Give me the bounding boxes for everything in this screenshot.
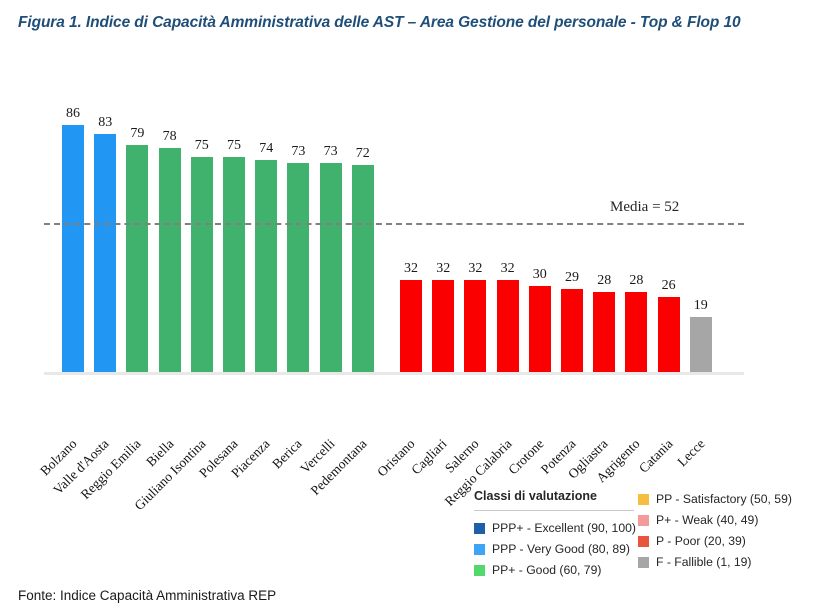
mean-reference-label: Media = 52	[610, 198, 680, 215]
legend-item-label: P - Poor (20, 39)	[656, 534, 746, 548]
bar-rect	[190, 156, 213, 372]
bar-potenza[interactable]: 29	[561, 270, 583, 372]
chart-plot-area: 86 83 79 78 75 75 74 73 73 72 32 32 32 32 30 29 28 28 26 19…	[0, 60, 822, 513]
bar-value-label: 79	[130, 126, 145, 142]
bar-giuliano-isontina[interactable]: 75	[190, 138, 213, 372]
bar-bolzano[interactable]: 86	[62, 106, 84, 372]
bar-value-label: 74	[259, 140, 274, 156]
bar-value-label: 73	[291, 143, 306, 159]
bar-rect	[287, 162, 310, 372]
legend-item-label: F - Fallible (1, 19)	[656, 555, 752, 569]
bar-value-label: 73	[323, 143, 338, 159]
bar-oristano[interactable]: 32	[400, 261, 422, 372]
bar-value-label: 75	[227, 137, 241, 153]
bar-value-label: 19	[693, 298, 708, 314]
bar-rect	[464, 280, 487, 372]
bar-polesana[interactable]: 75	[223, 138, 245, 372]
bar-value-label: 83	[98, 114, 113, 130]
legend-swatch-icon	[638, 535, 649, 547]
bar-rect	[432, 280, 455, 372]
bar-value-label: 28	[629, 272, 644, 288]
bar-value-label: 32	[404, 261, 418, 277]
bar-value-label: 28	[597, 272, 612, 288]
bar-ogliastra[interactable]: 28	[593, 273, 616, 372]
bar-agrigento[interactable]: 28	[625, 273, 648, 372]
legend-title: Classi di valutazione	[474, 489, 597, 503]
bar-rect	[255, 159, 278, 372]
bar-value-label: 86	[66, 106, 80, 122]
source-note: Fonte: Indice Capacità Amministrativa RE…	[18, 588, 277, 603]
legend-item-label: PP+ - Good (60, 79)	[492, 563, 602, 577]
bar-value-label: 32	[468, 261, 483, 277]
bar-biella[interactable]: 78	[158, 129, 181, 372]
legend-item-label: PPP+ - Excellent (90, 100)	[492, 521, 636, 535]
bar-rect	[593, 291, 616, 372]
bar-rect	[400, 280, 422, 372]
legend-item[interactable]: PP - Satisfactory (50, 59)	[638, 489, 792, 509]
legend-item-label: PPP - Very Good (80, 89)	[492, 542, 630, 556]
bar-berica[interactable]: 73	[287, 144, 310, 372]
legend-column-left: PPP+ - Excellent (90, 100) PPP - Very Goo…	[474, 518, 636, 581]
legend-item[interactable]: PPP+ - Excellent (90, 100)	[474, 518, 636, 538]
bar-rect	[223, 156, 245, 372]
legend-swatch-icon	[474, 522, 485, 534]
bar-series-layer: 86 83 79 78 75 75 74 73 73 72 32 32 32 32 30 29 28 28 26 19	[0, 60, 822, 375]
legend-item[interactable]: F - Fallible (1, 19)	[638, 552, 792, 572]
bar-rect	[94, 133, 117, 372]
bar-value-label: 32	[436, 261, 451, 277]
legend-item[interactable]: PP+ - Good (60, 79)	[474, 560, 636, 580]
bar-rect	[496, 280, 519, 372]
legend-swatch-icon	[638, 556, 649, 568]
bar-crotone[interactable]: 30	[528, 267, 551, 372]
bar-rect	[351, 165, 374, 372]
bar-value-label: 26	[661, 278, 676, 294]
legend-item[interactable]: P+ - Weak (40, 49)	[638, 510, 792, 530]
bar-vercelli[interactable]: 73	[319, 144, 342, 372]
bar-value-label: 75	[194, 137, 209, 153]
bar-cagliari[interactable]: 32	[432, 261, 455, 372]
bar-pedemontana[interactable]: 72	[351, 146, 374, 372]
bar-catania[interactable]: 26	[657, 278, 680, 372]
bar-rect	[657, 297, 680, 372]
bar-lecce[interactable]: 19	[689, 298, 712, 372]
bar-value-label: 72	[355, 146, 370, 162]
legend-item-label: PP - Satisfactory (50, 59)	[656, 492, 792, 506]
bar-value-label: 29	[565, 269, 579, 285]
bar-rect	[528, 285, 551, 372]
bar-reggio-calabria[interactable]: 32	[496, 261, 519, 372]
legend-swatch-icon	[474, 543, 485, 555]
bar-rect	[319, 162, 342, 372]
legend-item[interactable]: P - Poor (20, 39)	[638, 531, 792, 551]
legend-item[interactable]: PPP - Very Good (80, 89)	[474, 539, 636, 559]
bar-rect	[625, 291, 648, 372]
chart-legend: Classi di valutazione PPP+ - Excellent (…	[474, 489, 814, 577]
legend-column-right: PP - Satisfactory (50, 59) P+ - Weak (40,…	[638, 489, 792, 573]
bar-piacenza[interactable]: 74	[255, 141, 278, 372]
bar-reggio-emilia[interactable]: 79	[126, 126, 149, 372]
bar-rect	[689, 317, 712, 372]
legend-divider	[474, 510, 634, 511]
page-title: Figura 1. Indice di Capacità Amministrat…	[18, 14, 741, 31]
legend-swatch-icon	[638, 493, 649, 505]
x-tick-label-text: Oristano	[374, 436, 418, 480]
bar-valle-d-aosta[interactable]: 83	[94, 115, 117, 372]
bar-value-label: 32	[500, 261, 515, 277]
bar-rect	[126, 145, 149, 372]
legend-item-label: P+ - Weak (40, 49)	[656, 513, 759, 527]
legend-swatch-icon	[474, 564, 485, 576]
x-axis-line	[44, 372, 744, 375]
bar-rect	[62, 125, 84, 372]
bar-value-label: 30	[532, 266, 547, 282]
bar-rect	[158, 148, 181, 372]
bar-rect	[561, 288, 583, 372]
mean-reference-line	[44, 222, 744, 225]
bar-value-label: 78	[162, 129, 177, 145]
legend-swatch-icon	[638, 514, 649, 526]
bar-salerno[interactable]: 32	[464, 261, 487, 372]
